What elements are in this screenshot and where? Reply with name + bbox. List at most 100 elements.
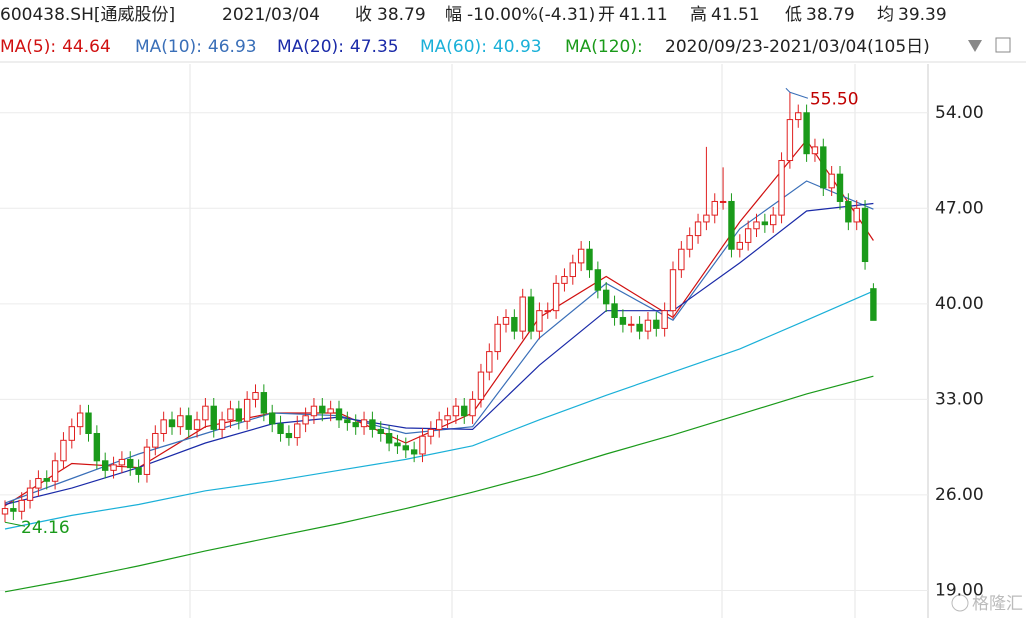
candle-body: [811, 146, 819, 155]
ma-line: [4, 290, 874, 530]
month-separators: [189, 64, 929, 618]
watermark-logo: [951, 594, 969, 612]
candle-body: [360, 419, 368, 428]
legend-value: 46.93: [208, 37, 257, 57]
candle-body: [820, 146, 827, 189]
candle-body: [644, 319, 652, 332]
y-tick-label: 47.00: [935, 198, 984, 218]
candle-body: [669, 269, 677, 312]
quote-label: 幅: [445, 5, 462, 25]
candle-body: [143, 446, 151, 475]
candle-body: [636, 323, 643, 332]
candle-body: [519, 296, 526, 332]
candle-body: [870, 288, 877, 321]
candle-body: [444, 415, 451, 421]
quote-value: 41.51: [711, 5, 760, 25]
annotation: 55.50: [810, 89, 859, 109]
candle-body: [319, 405, 326, 414]
quote-label: 低: [785, 5, 802, 25]
quote-value: 39.39: [898, 5, 947, 25]
quote-value: 41.11: [619, 5, 668, 25]
candle-body: [653, 319, 660, 329]
candle-body: [51, 460, 59, 482]
candle-body: [210, 405, 217, 430]
quote-label: 均: [877, 5, 894, 25]
candle-body: [586, 248, 593, 271]
candle-body: [302, 415, 309, 425]
candle-body: [118, 458, 126, 466]
candle-body: [770, 214, 777, 226]
dropdown-arrow[interactable]: [968, 40, 982, 52]
quote-label: 开: [598, 5, 615, 25]
candle-body: [603, 289, 610, 305]
candle-body: [561, 276, 568, 284]
quote-label: 高: [690, 5, 707, 25]
candle-body: [327, 408, 334, 414]
candle-body: [853, 207, 860, 223]
candle-body: [786, 119, 794, 162]
candle-body: [803, 112, 810, 155]
candle-body: [177, 415, 184, 428]
candle-body: [469, 398, 476, 417]
quote-label: 收: [355, 5, 372, 25]
candle-body: [335, 408, 343, 421]
date-range: 2020/09/23-2021/03/04(105日): [665, 37, 930, 57]
y-tick-label: 54.00: [935, 103, 984, 123]
candle-body: [661, 310, 668, 329]
candle-body: [402, 445, 410, 451]
candle-body: [569, 262, 576, 278]
candle-body: [110, 464, 117, 471]
candle-body: [1, 508, 9, 515]
candle-body: [452, 405, 460, 417]
candle-body: [828, 173, 835, 189]
candle-body: [377, 428, 384, 434]
candle-body: [436, 419, 443, 430]
candle-body: [252, 392, 259, 400]
annotation-pointer: [785, 87, 809, 99]
candle-body: [369, 419, 376, 430]
ma-line: [4, 375, 874, 593]
candle-body: [753, 221, 760, 230]
candle-body: [102, 460, 109, 471]
candle-body: [135, 467, 142, 475]
candle-body: [594, 269, 602, 291]
annotation-pointer: [4, 521, 26, 527]
candle-body: [10, 508, 17, 512]
candle-body: [394, 442, 401, 447]
candle-body: [711, 200, 718, 216]
quote-value: 38.79: [806, 5, 855, 25]
candle-body: [168, 419, 176, 428]
candle-body: [628, 323, 635, 326]
candle-body: [193, 419, 201, 430]
legend-name: MA(120):: [565, 37, 643, 57]
candle-body: [227, 408, 234, 421]
candle-body: [26, 487, 34, 501]
candle-body: [861, 207, 869, 263]
candle-body: [243, 398, 251, 422]
settings-icon[interactable]: [995, 37, 1011, 53]
candle-body: [795, 112, 802, 121]
candle-body: [218, 419, 226, 430]
candle-body: [152, 432, 159, 448]
candle-body: [845, 200, 852, 223]
candle-body: [536, 310, 543, 332]
watermark: 格隆汇: [972, 594, 1023, 614]
candle-body: [18, 499, 25, 512]
legend-name: MA(5):: [0, 37, 56, 57]
candle-body: [352, 422, 359, 428]
candle-body: [502, 316, 510, 325]
candle-body: [719, 200, 727, 203]
candle-body: [778, 160, 785, 216]
legend-name: MA(10):: [135, 37, 202, 57]
candle-body: [486, 351, 493, 373]
candle-body: [85, 412, 92, 434]
candle-body: [43, 478, 50, 482]
candle-body: [277, 423, 284, 434]
candle-body: [694, 221, 702, 237]
candle-body: [744, 228, 752, 243]
candle-body: [35, 478, 42, 489]
candle-body: [494, 323, 501, 353]
candle-body: [477, 371, 485, 400]
candle-body: [269, 412, 276, 425]
candle-body: [686, 235, 693, 250]
